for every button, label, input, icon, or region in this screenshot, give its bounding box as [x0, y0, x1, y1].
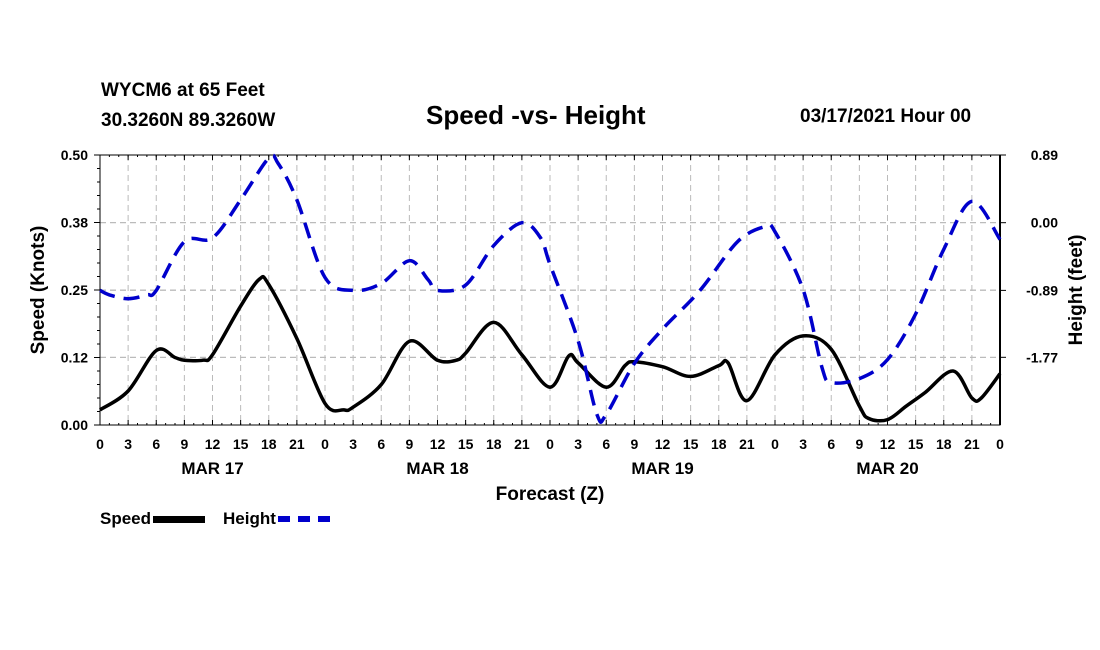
x-tick-label: 9 [180, 436, 188, 452]
day-label: MAR 17 [181, 459, 243, 478]
series-layer [99, 153, 1002, 424]
day-label: MAR 19 [631, 459, 693, 478]
legend-height-label: Height [223, 509, 276, 528]
x-tick-label: 15 [233, 436, 249, 452]
station-info: WYCM6 at 65 Feet 30.3260N 89.3260W [101, 76, 275, 136]
speed-series-line [99, 274, 1002, 423]
x-tick-label: 6 [602, 436, 610, 452]
x-tick-label: 0 [321, 436, 329, 452]
y2-tick-label: 0.00 [1031, 215, 1058, 231]
x-tick-label: 9 [855, 436, 863, 452]
x-tick-label: 21 [964, 436, 980, 452]
x-tick-label: 15 [683, 436, 699, 452]
chart-title: Speed -vs- Height [426, 100, 646, 130]
x-tick-label: 6 [377, 436, 385, 452]
height-series-line [99, 153, 1002, 424]
x-tick-label: 0 [996, 436, 1004, 452]
x-tick-label: 18 [711, 436, 727, 452]
y-tick-label: 0.00 [61, 417, 88, 433]
x-tick-label: 3 [799, 436, 807, 452]
x-tick-label: 3 [124, 436, 132, 452]
x-tick-label: 18 [936, 436, 952, 452]
y2-axis-title: Height (feet) [1066, 235, 1087, 346]
labels-layer: 0 3 6 9 12 15 18 21 0 3 6 9 12 15 18 21 0 3 6 9 12 15 18 21 0 3 6 9… [28, 147, 1087, 505]
legend-height: Height [223, 509, 330, 529]
x-tick-label: 21 [289, 436, 305, 452]
y-tick-label: 0.12 [61, 350, 88, 366]
x-tick-label: 0 [96, 436, 104, 452]
x-tick-label: 15 [458, 436, 474, 452]
y2-tick-label: 0.89 [1031, 147, 1058, 163]
x-tick-label: 9 [405, 436, 413, 452]
day-label: MAR 20 [856, 459, 918, 478]
x-tick-label: 18 [261, 436, 277, 452]
station-name: WYCM6 at 65 Feet [101, 80, 265, 101]
y-tick-label: 0.38 [61, 215, 88, 231]
legend-speed: Speed [100, 509, 206, 529]
x-tick-label: 21 [739, 436, 755, 452]
grid-layer [100, 154, 1000, 425]
x-tick-label: 3 [349, 436, 357, 452]
y2-tick-label: -1.77 [1026, 349, 1058, 365]
x-tick-label: 12 [205, 436, 221, 452]
x-tick-label: 12 [880, 436, 896, 452]
y-tick-label: 0.50 [61, 147, 88, 163]
x-tick-label: 0 [771, 436, 779, 452]
legend-height-swatch [277, 516, 330, 522]
x-tick-label: 0 [546, 436, 554, 452]
day-label: MAR 18 [406, 459, 468, 478]
x-tick-label: 15 [908, 436, 924, 452]
y-axis-title: Speed (Knots) [28, 226, 49, 355]
axes-layer [94, 154, 1006, 426]
x-tick-label: 12 [655, 436, 671, 452]
x-tick-label: 18 [486, 436, 502, 452]
y2-tick-label: -0.89 [1026, 282, 1058, 298]
legend: Speed Height [100, 509, 348, 529]
legend-speed-label: Speed [100, 509, 152, 528]
x-tick-label: 6 [152, 436, 160, 452]
station-coords: 30.3260N 89.3260W [101, 110, 276, 131]
x-tick-label: 9 [630, 436, 638, 452]
x-tick-label: 12 [430, 436, 446, 452]
y-tick-label: 0.25 [61, 282, 88, 298]
forecast-date-hour: 03/17/2021 Hour 00 [800, 106, 972, 127]
x-tick-label: 3 [574, 436, 582, 452]
legend-speed-swatch [153, 515, 206, 523]
x-axis-title: Forecast (Z) [496, 484, 605, 505]
x-tick-label: 6 [827, 436, 835, 452]
x-tick-label: 21 [514, 436, 530, 452]
